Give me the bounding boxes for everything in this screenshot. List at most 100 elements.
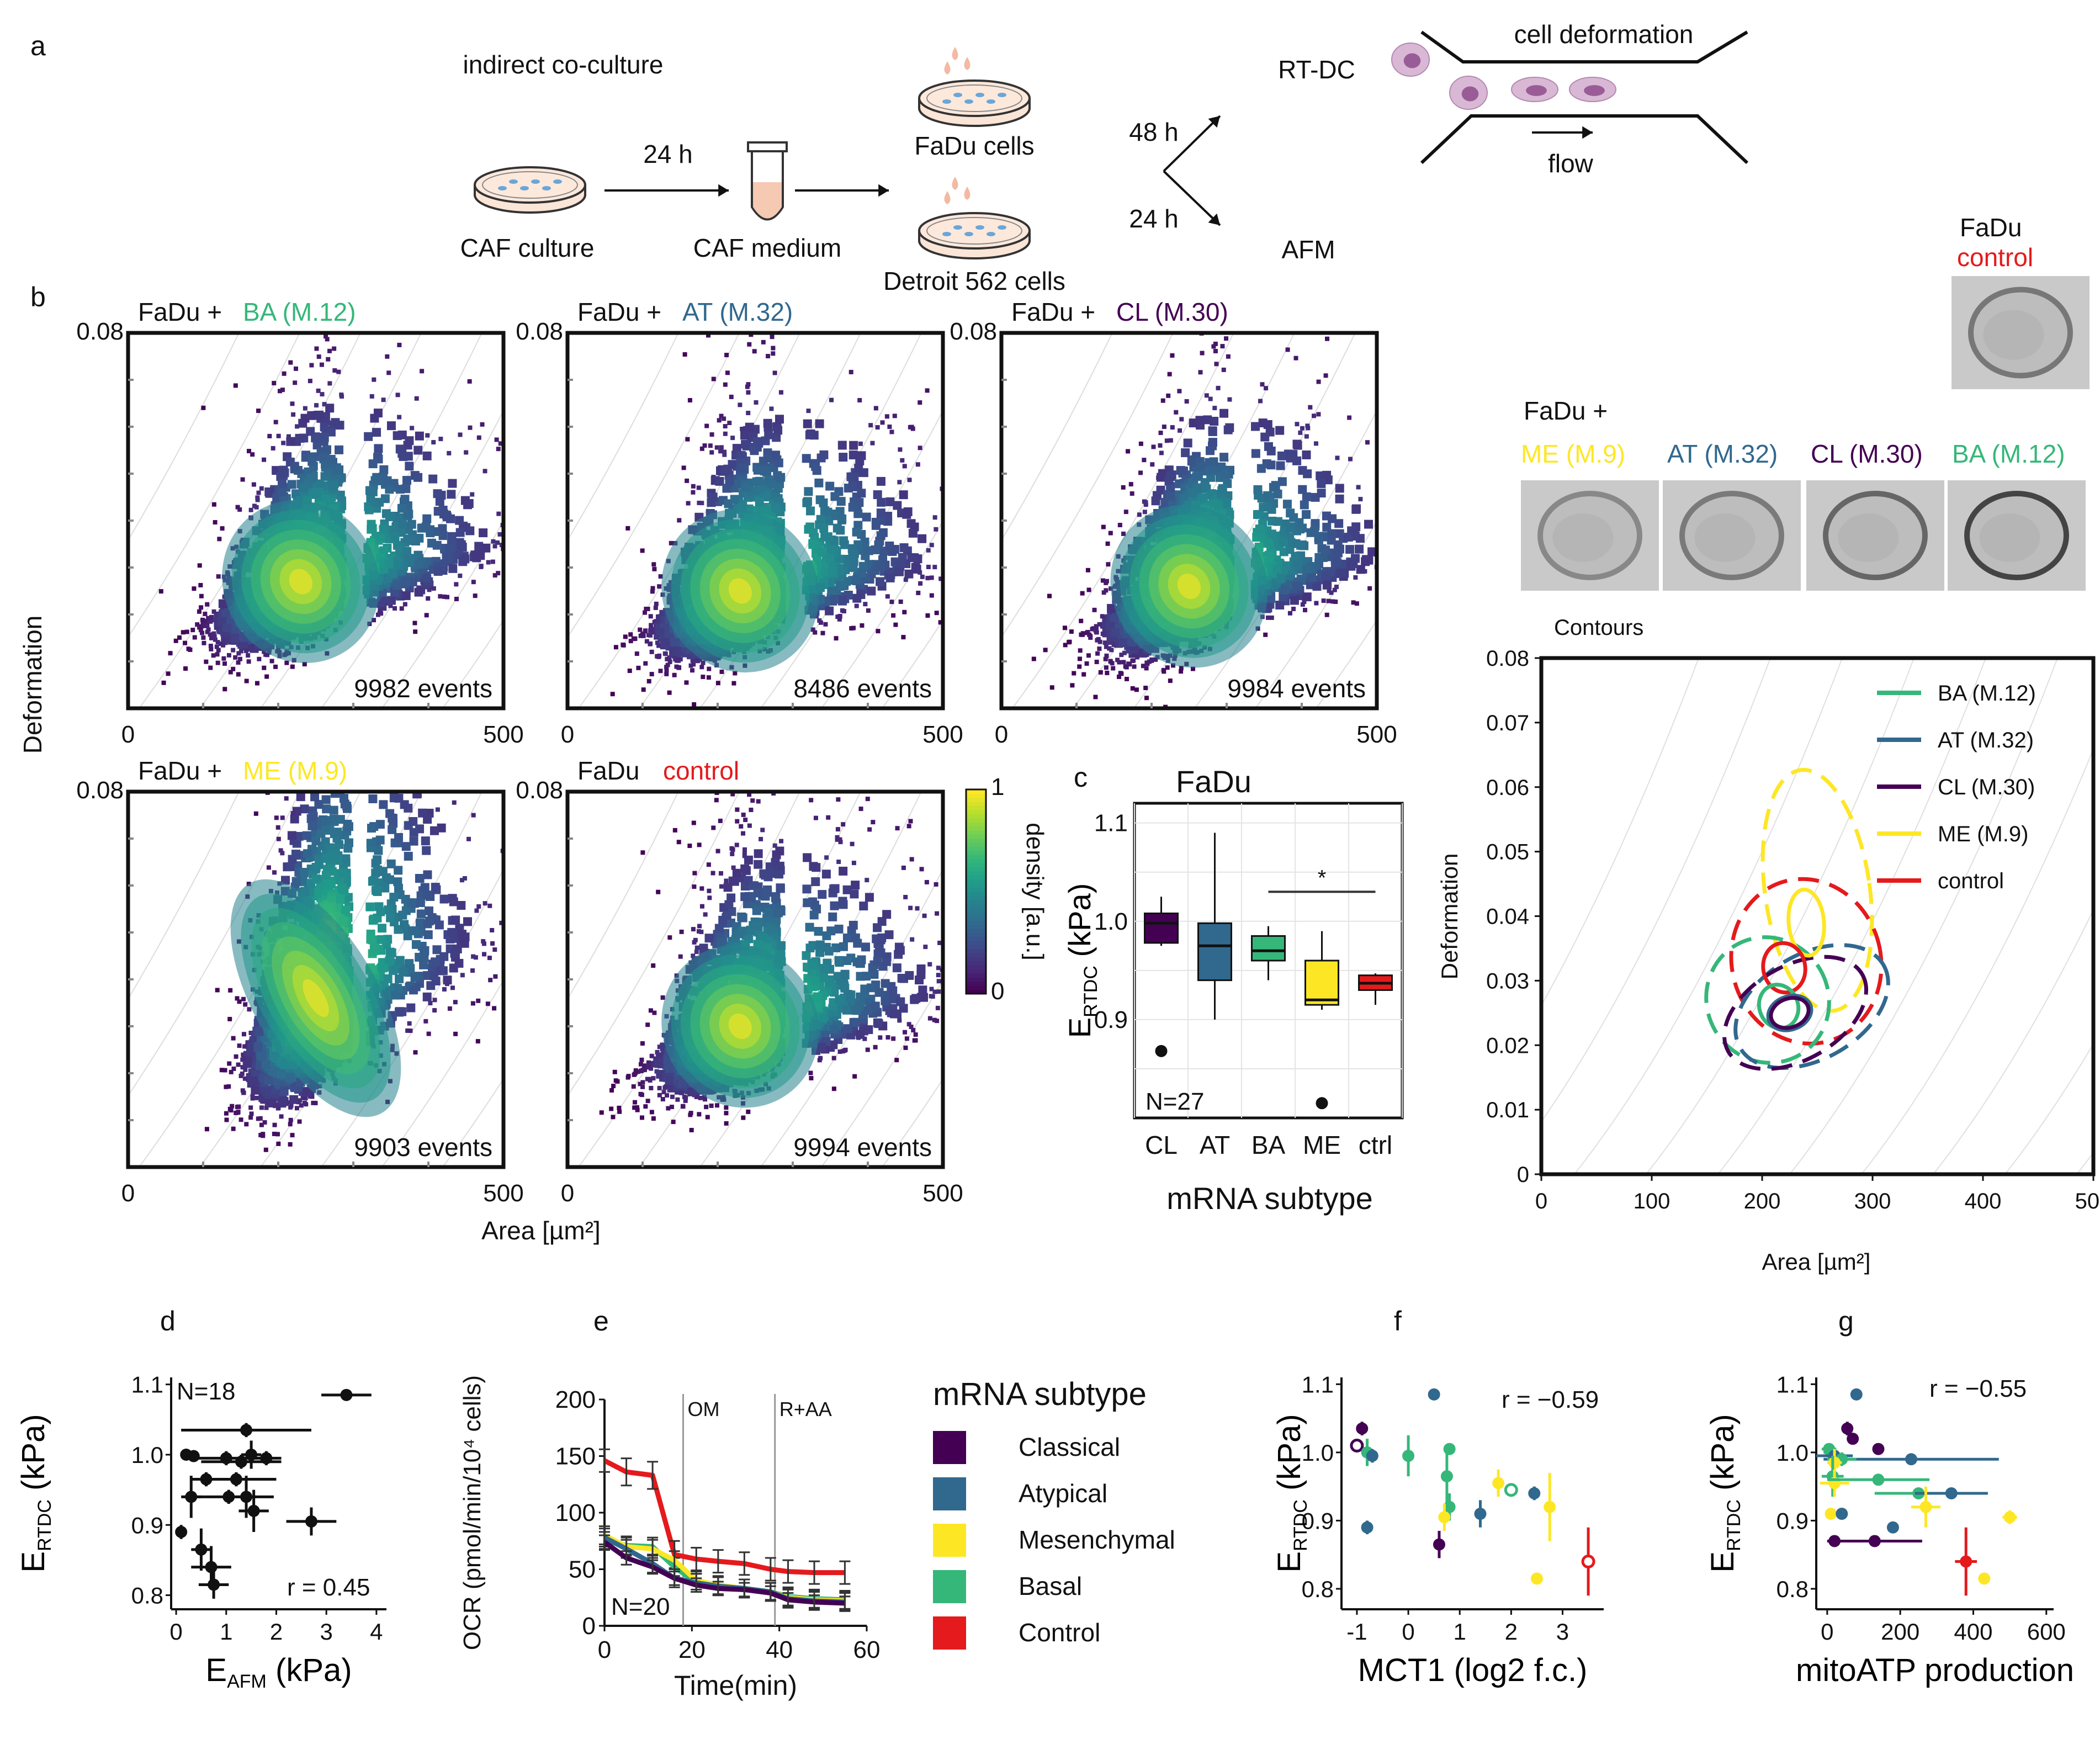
density-point <box>291 412 296 417</box>
density-point <box>221 656 226 661</box>
density-point <box>457 540 466 549</box>
density-point <box>215 660 220 665</box>
density-point <box>873 490 882 500</box>
density-point <box>373 475 383 484</box>
density-point <box>422 451 432 460</box>
density-point <box>198 582 203 587</box>
density-point <box>745 384 750 389</box>
density-point <box>863 602 868 607</box>
density-point <box>231 666 236 671</box>
density-point <box>400 495 410 504</box>
density-point <box>825 606 834 616</box>
fadu-cells-label: FaDu cells <box>914 131 1034 160</box>
density-point <box>625 526 630 531</box>
flow-label: flow <box>1548 149 1594 178</box>
density-point <box>664 668 669 673</box>
density-point <box>414 587 423 597</box>
density-point <box>725 476 734 486</box>
density-point <box>200 617 205 622</box>
density-point <box>447 490 456 499</box>
density-point <box>377 611 382 616</box>
density-point <box>854 603 859 608</box>
density-point <box>385 485 394 494</box>
density-point <box>823 622 828 627</box>
density-point <box>209 646 214 651</box>
density-point <box>897 480 902 485</box>
density-point <box>447 450 452 455</box>
density-point <box>692 702 697 707</box>
caf-culture-label: CAF culture <box>460 234 595 262</box>
density-point <box>273 664 278 669</box>
density-point <box>929 575 934 580</box>
density-point <box>404 452 413 461</box>
density-point <box>426 596 431 601</box>
density-point <box>899 490 908 500</box>
density-point <box>422 573 431 582</box>
time-24h-label: 24 h <box>643 140 693 168</box>
density-point <box>295 433 304 443</box>
density-point <box>903 507 913 516</box>
density-point <box>246 653 251 658</box>
density-point <box>764 454 773 463</box>
density-point <box>857 397 862 402</box>
density-point <box>364 505 374 515</box>
density-point <box>302 662 307 667</box>
density-point <box>231 648 236 653</box>
density-point <box>368 459 378 469</box>
density-point <box>652 566 657 571</box>
density-point <box>424 613 429 618</box>
density-point <box>294 366 299 371</box>
density-point <box>722 452 727 457</box>
density-point <box>706 333 711 338</box>
density-point <box>771 450 781 460</box>
density-point <box>754 400 759 405</box>
density-point <box>690 658 695 663</box>
channel-diagram <box>1391 30 1749 165</box>
density-point <box>236 651 241 656</box>
caf-medium-label: CAF medium <box>693 234 841 262</box>
density-point <box>431 440 436 445</box>
density-point <box>837 596 847 605</box>
density-point <box>183 640 188 645</box>
density-point <box>685 437 690 442</box>
density-point <box>825 481 835 491</box>
density-point <box>445 595 450 600</box>
events-label: 9982 events <box>354 674 492 703</box>
medium-drop <box>944 191 951 204</box>
arrow-head <box>718 184 729 197</box>
density-point <box>404 510 413 519</box>
density-point <box>699 501 704 506</box>
density-point <box>383 476 392 485</box>
density-point <box>685 478 690 483</box>
density-point <box>288 360 293 365</box>
density-point <box>183 666 188 671</box>
density-point <box>221 609 231 619</box>
density-point <box>223 638 228 643</box>
density-point <box>761 340 766 344</box>
density-point <box>280 388 285 393</box>
density-plot-label: BA (M.12) <box>243 298 356 326</box>
density-point <box>201 405 206 410</box>
density-point <box>492 544 497 549</box>
density-point <box>862 512 871 522</box>
density-point <box>610 692 615 697</box>
density-point <box>672 654 677 659</box>
density-point <box>636 665 641 670</box>
density-point <box>206 616 211 621</box>
density-point <box>402 547 412 556</box>
density-point <box>402 602 407 607</box>
density-point <box>827 545 836 554</box>
density-point <box>851 625 856 630</box>
density-point <box>839 536 849 545</box>
density-point <box>492 573 497 578</box>
density-point <box>740 426 745 431</box>
density-point <box>464 450 469 455</box>
density-point <box>213 637 218 642</box>
density-point <box>885 497 895 506</box>
density-point <box>250 452 255 457</box>
density-point <box>439 510 448 519</box>
density-point <box>819 524 829 533</box>
density-point <box>197 563 202 568</box>
density-point <box>279 465 288 475</box>
density-point <box>256 490 261 495</box>
